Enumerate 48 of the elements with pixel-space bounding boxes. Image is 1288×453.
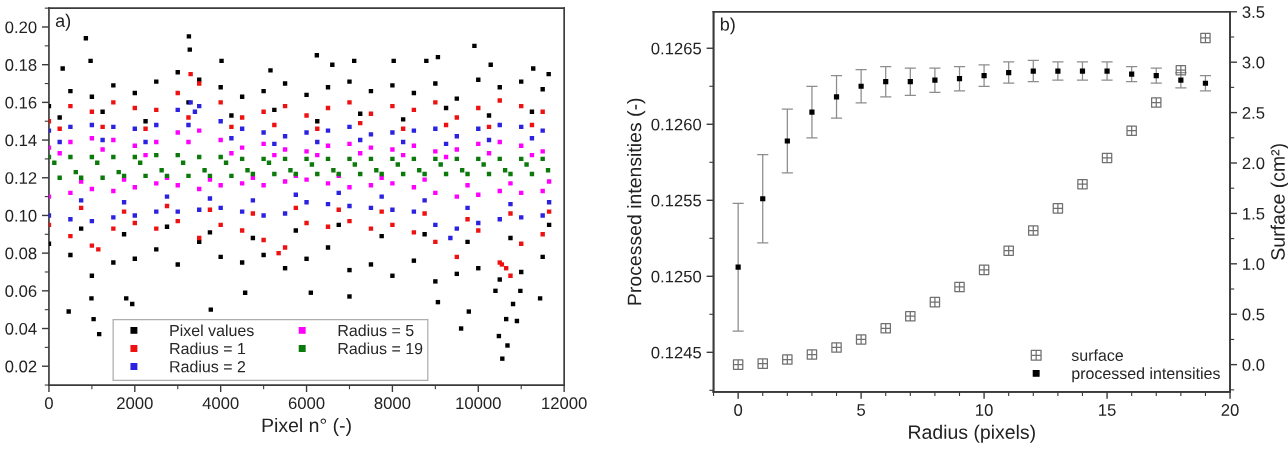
y-tick-label: 0.02 [5,360,37,373]
y-axis-title: Processed intensities (-) [627,98,646,305]
y2-tick-label: 2.0 [1242,157,1265,170]
legend-label: Radius = 2 [170,360,246,373]
y2-tick-label: 1.0 [1243,258,1265,271]
y2-tick-label: 3.5 [1242,6,1265,18]
x-tick-label: 12000 [542,397,587,410]
y-tick-label: 0.1245 [651,346,702,359]
legend-label: processed intensities [1072,367,1220,383]
x-tick-label: 4000 [202,397,239,410]
y2-axis-title: Surface (cm²) [1270,144,1288,260]
x-axis-title: Pixel n° (-) [262,417,351,437]
x-tick-label: 10000 [456,397,501,410]
legend-label: surface [1071,349,1123,362]
y-tick-label: 0.1265 [651,42,702,55]
y-tick-label: 0.1255 [651,194,702,207]
legend-label: Radius = 5 [338,324,414,337]
y-tick-label: 0.04 [5,322,37,335]
x-tick-label: 0 [734,404,743,416]
legend-label: Pixel values [170,324,254,337]
x-tick-label: 10 [976,404,993,416]
y-tick-label: 0.1260 [651,118,702,131]
y2-tick-label: 3.0 [1242,56,1265,69]
y-tick-label: 0.20 [5,21,37,34]
x-tick-label: 15 [1099,404,1116,416]
y-tick-label: 0.08 [5,247,37,260]
x-tick-label: 5 [857,404,866,416]
y-tick-label: 0.14 [5,134,37,147]
y-tick-label: 0.12 [5,172,37,184]
x-tick-label: 8000 [374,397,411,410]
y-tick-label: 0.1250 [651,270,702,283]
y-tick-label: 0.06 [5,285,37,298]
annotation: a) [55,13,71,31]
y-tick-label: 0.10 [5,209,37,222]
x-tick-label: 20 [1221,404,1239,416]
y2-tick-label: 1.5 [1243,207,1265,220]
legend-label: Radius = 19 [338,342,423,355]
y-tick-label: 0.16 [5,96,37,109]
y2-tick-label: 0.5 [1242,308,1265,321]
y2-tick-label: 0.0 [1242,359,1265,371]
x-tick-label: 2000 [117,397,153,410]
y2-tick-label: 2.5 [1242,106,1265,119]
x-tick-label: 0 [44,397,53,410]
annotation: b) [720,17,735,35]
legend-label: Radius = 1 [170,342,246,355]
y-tick-label: 0.18 [5,59,37,71]
x-axis-title: Radius (pixels) [909,424,1035,443]
x-tick-label: 6000 [288,397,325,410]
